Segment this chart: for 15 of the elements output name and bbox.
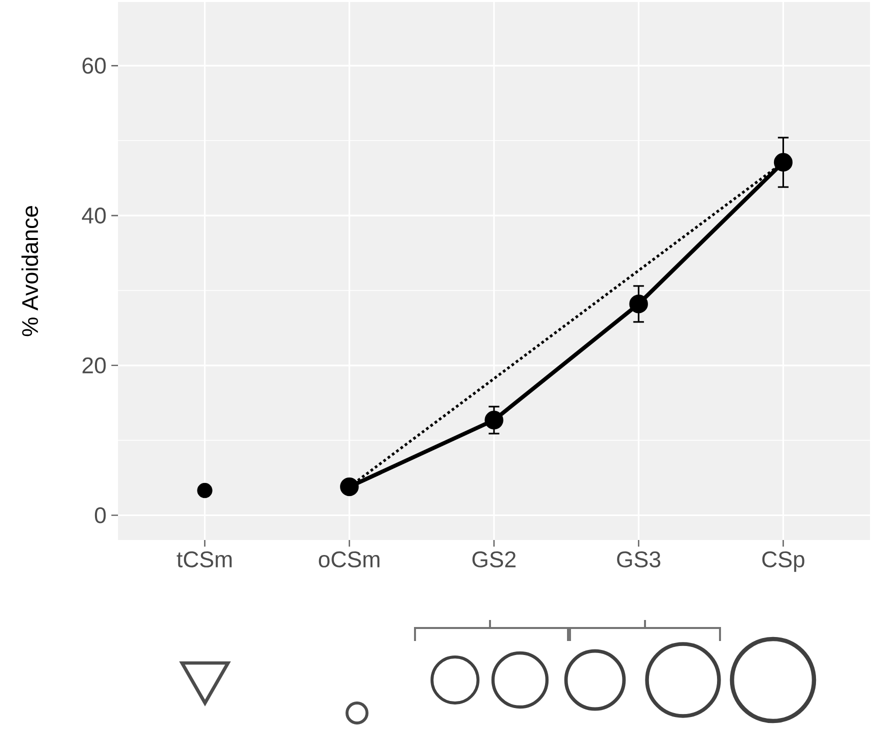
y-axis-title: % Avoidance bbox=[21, 206, 38, 336]
point bbox=[774, 153, 793, 172]
y-tick-label: 0 bbox=[94, 507, 106, 524]
x-tick-label: CSp bbox=[762, 551, 804, 572]
y-tick-label: 60 bbox=[82, 58, 106, 74]
x-tick-label: oCSm bbox=[318, 551, 380, 568]
x-tick-label: GS2 bbox=[472, 551, 516, 568]
point bbox=[629, 294, 648, 314]
y-tick-label: 40 bbox=[82, 208, 106, 224]
x-tick-label: tCSm bbox=[176, 551, 232, 568]
point bbox=[340, 477, 359, 496]
point bbox=[484, 410, 504, 430]
point bbox=[197, 482, 212, 498]
x-tick-label: GS3 bbox=[617, 551, 660, 568]
y-tick-label: 20 bbox=[82, 357, 106, 374]
